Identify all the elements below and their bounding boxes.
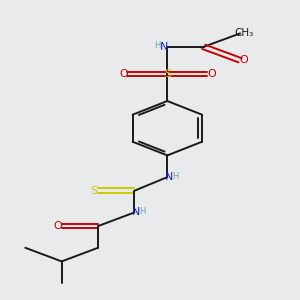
Text: H: H [172,172,178,181]
Text: CH₃: CH₃ [234,28,253,38]
Text: H: H [154,41,161,50]
Text: H: H [139,207,145,216]
Text: O: O [207,69,216,79]
Text: N: N [165,172,173,182]
Text: O: O [119,69,128,79]
Text: S: S [164,69,171,79]
Text: O: O [239,55,248,65]
Text: O: O [53,221,62,231]
Text: N: N [160,42,168,52]
Text: S: S [90,186,98,196]
Text: N: N [132,207,140,218]
